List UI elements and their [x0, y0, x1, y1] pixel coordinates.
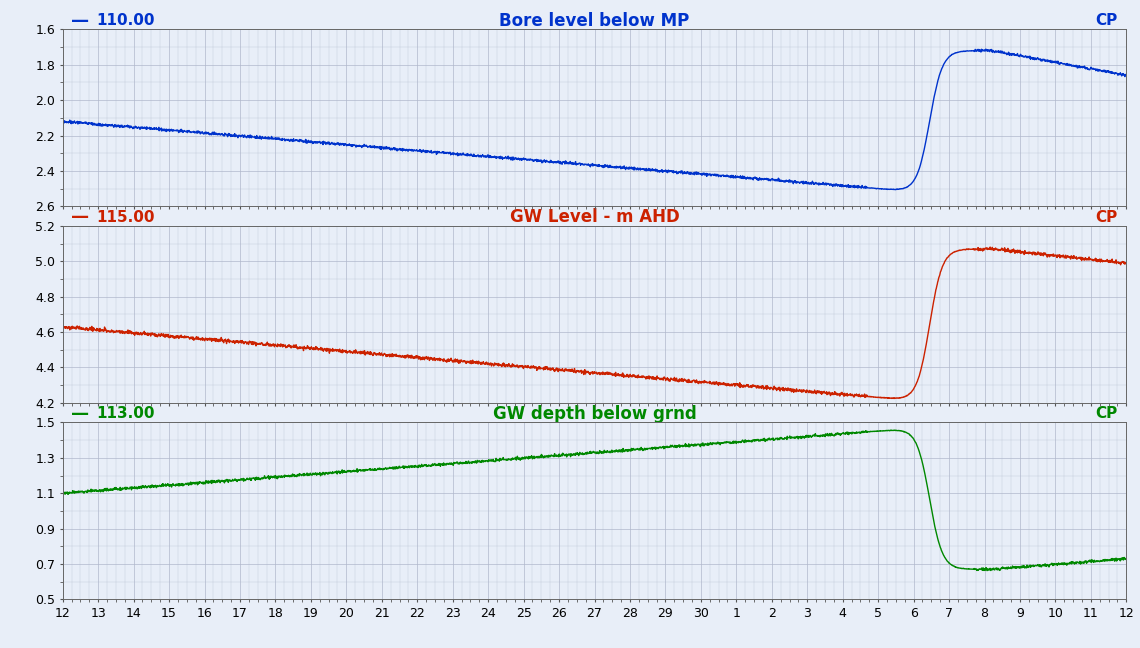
Text: GW Level - m AHD: GW Level - m AHD — [510, 208, 679, 226]
Text: —: — — [71, 208, 89, 226]
Text: —: — — [71, 404, 89, 422]
Text: CP: CP — [1096, 406, 1118, 421]
Text: CP: CP — [1096, 13, 1118, 28]
Text: 110.00: 110.00 — [97, 13, 155, 28]
Text: GW depth below grnd: GW depth below grnd — [492, 404, 697, 422]
Text: —: — — [71, 12, 89, 30]
Text: Bore level below MP: Bore level below MP — [499, 12, 690, 30]
Text: 113.00: 113.00 — [97, 406, 155, 421]
Text: 115.00: 115.00 — [97, 209, 155, 225]
Text: CP: CP — [1096, 209, 1118, 225]
